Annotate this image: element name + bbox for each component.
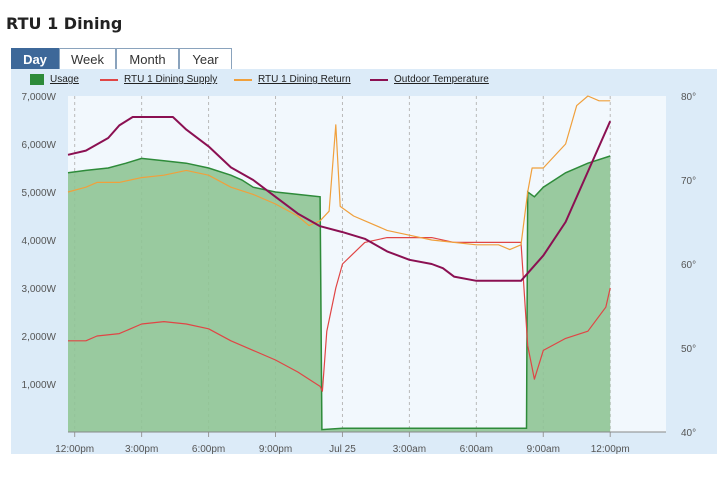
legend-swatch-supply — [100, 78, 118, 81]
series-line-1 — [68, 237, 611, 392]
series-line-2 — [67, 95, 611, 251]
x-tick-label-0: 12:00pm — [55, 444, 94, 455]
y-left-tick-label-1: 2,000W — [22, 332, 57, 343]
x-tick-label-6: 6:00am — [460, 444, 493, 455]
y-left-tick-label-0: 1,000W — [22, 380, 57, 391]
y-right-tick-label-1: 50° — [681, 344, 696, 355]
y-right-tick-label-0: 40° — [681, 428, 696, 439]
legend-swatch-outdoor — [370, 78, 388, 81]
legend-label-outdoor: Outdoor Temperature — [394, 74, 489, 85]
legend-swatch-usage — [30, 74, 44, 85]
legend-label-supply: RTU 1 Dining Supply — [124, 74, 218, 85]
time-range-tabs: Day Week Month Year — [11, 48, 232, 70]
x-tick-label-7: 9:00am — [527, 444, 560, 455]
legend-swatch-return — [234, 78, 252, 81]
legend-item-outdoor[interactable]: Outdoor Temperature — [370, 74, 489, 85]
legend-item-return[interactable]: RTU 1 Dining Return — [234, 74, 351, 85]
y-left-tick-label-2: 3,000W — [22, 284, 57, 295]
y-right-tick-label-2: 60° — [681, 260, 696, 271]
tab-year[interactable]: Year — [179, 48, 232, 69]
tab-day[interactable]: Day — [11, 48, 59, 69]
x-tick-label-4: Jul 25 — [329, 444, 356, 455]
y-right-tick-label-4: 80° — [681, 92, 696, 103]
x-tick-label-3: 9:00pm — [259, 444, 292, 455]
series-area-usage — [68, 156, 611, 432]
series-line-3 — [67, 116, 612, 282]
legend-item-supply[interactable]: RTU 1 Dining Supply — [100, 74, 217, 85]
y-left-tick-label-4: 5,000W — [22, 188, 57, 199]
legend-label-return: RTU 1 Dining Return — [258, 74, 351, 85]
y-left-tick-label-5: 6,000W — [22, 140, 57, 151]
legend-item-usage[interactable]: Usage — [30, 74, 79, 85]
x-tick-label-8: 12:00pm — [591, 444, 630, 455]
x-tick-label-5: 3:00am — [393, 444, 426, 455]
x-tick-label-1: 3:00pm — [125, 444, 158, 455]
legend-label-usage: Usage — [50, 74, 79, 85]
y-left-tick-label-6: 7,000W — [22, 92, 57, 103]
y-left-tick-label-3: 4,000W — [22, 236, 57, 247]
series-line-usage — [67, 155, 611, 431]
tab-week[interactable]: Week — [59, 48, 116, 69]
tab-month[interactable]: Month — [116, 48, 179, 69]
x-tick-label-2: 6:00pm — [192, 444, 225, 455]
y-right-tick-label-3: 70° — [681, 176, 696, 187]
page-title: RTU 1 Dining — [6, 14, 123, 33]
